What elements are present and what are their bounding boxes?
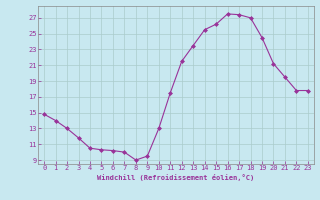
X-axis label: Windchill (Refroidissement éolien,°C): Windchill (Refroidissement éolien,°C) — [97, 174, 255, 181]
